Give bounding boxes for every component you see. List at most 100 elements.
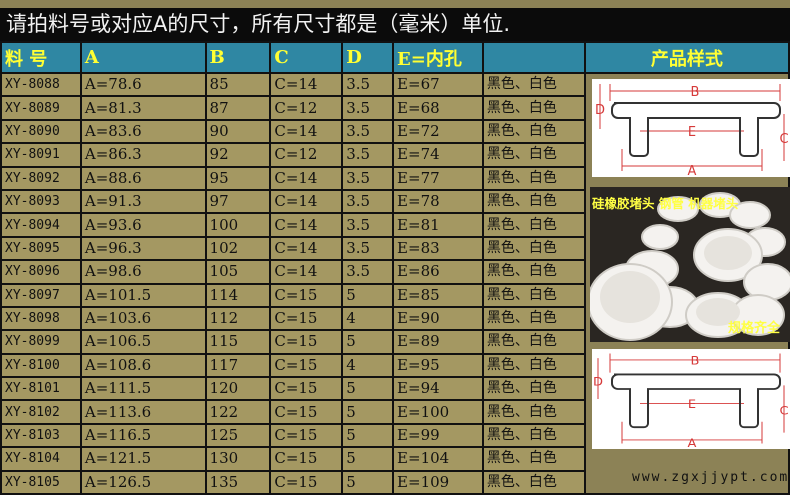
cell-code: XY-8092 (0, 165, 82, 191)
cell-a: A=81.3 (79, 95, 207, 121)
cell-b: 102 (204, 235, 272, 262)
table-row: XY-8101 A=111.5 120 C=15 5 E=94 黑色、白色 (0, 376, 789, 402)
cell-e: E=78 (392, 188, 484, 215)
table-row: XY-8093 A=91.3 97 C=14 3.5 E=78 黑色、白色 (0, 188, 789, 215)
table-row: XY-8095 A=96.3 102 C=14 3.5 E=83 黑色、白色 (0, 235, 789, 262)
cell-b: 90 (204, 118, 272, 145)
cell-c: C=12 (269, 95, 344, 121)
top-strip (0, 0, 790, 8)
cell-code: XY-8103 (0, 422, 82, 449)
cell-d: 3.5 (341, 118, 395, 145)
cell-b: 114 (204, 282, 272, 308)
cell-color: 黑色、白色 (481, 422, 586, 449)
cell-a: A=116.5 (79, 422, 207, 449)
table-row: XY-8105 A=126.5 135 C=15 5 E=109 黑色、白色 (0, 469, 789, 495)
cell-d: 5 (341, 422, 395, 449)
cell-e: E=90 (392, 305, 484, 332)
cell-e: E=100 (392, 399, 484, 425)
cell-c: C=14 (269, 235, 344, 262)
cell-code: XY-8099 (0, 329, 82, 355)
cell-color: 黑色、白色 (481, 118, 586, 145)
cell-d: 3.5 (341, 188, 395, 215)
cell-color: 黑色、白色 (481, 446, 586, 472)
cell-e: E=72 (392, 118, 484, 145)
cell-e: E=89 (392, 329, 484, 355)
cell-code: XY-8096 (0, 259, 82, 285)
cell-c: C=15 (269, 399, 344, 425)
cell-e: E=74 (392, 142, 484, 168)
cell-c: C=14 (269, 212, 344, 238)
label-b: B (691, 85, 700, 100)
cell-c: C=15 (269, 282, 344, 308)
cell-code: XY-8088 (0, 71, 82, 98)
cell-a: A=101.5 (79, 282, 207, 308)
label-a: A (688, 436, 697, 449)
cell-a: A=93.6 (79, 212, 207, 238)
cell-color: 黑色、白色 (481, 352, 586, 379)
cell-b: 85 (204, 71, 272, 98)
table-row: XY-8091 A=86.3 92 C=12 3.5 E=74 黑色、白色 (0, 142, 789, 168)
table-row: XY-8096 A=98.6 105 C=14 3.5 E=86 黑色、白色 (0, 259, 789, 285)
table-row: XY-8089 A=81.3 87 C=12 3.5 E=68 黑色、白色 (0, 95, 789, 121)
cell-d: 3.5 (341, 95, 395, 121)
cell-a: A=121.5 (79, 446, 207, 472)
table-row: XY-8099 A=106.5 115 C=15 5 E=89 黑色、白色 (0, 329, 789, 355)
cell-a: A=96.3 (79, 235, 207, 262)
cell-b: 135 (204, 469, 272, 495)
cell-d: 4 (341, 352, 395, 379)
label-e: E (688, 125, 696, 140)
cell-a: A=111.5 (79, 376, 207, 402)
cell-code: XY-8093 (0, 188, 82, 215)
cell-c: C=15 (269, 329, 344, 355)
cell-color: 黑色、白色 (481, 376, 586, 402)
cell-b: 97 (204, 188, 272, 215)
cell-code: XY-8095 (0, 235, 82, 262)
dimension-diagram-bottom: B E A D C (592, 349, 790, 450)
cell-color: 黑色、白色 (481, 95, 586, 121)
cell-d: 3.5 (341, 165, 395, 191)
cell-a: A=78.6 (79, 71, 207, 98)
header-color (481, 41, 586, 74)
label-c: C (779, 403, 788, 417)
cell-c: C=15 (269, 446, 344, 472)
cell-c: C=14 (269, 71, 344, 98)
label-b: B (691, 353, 700, 367)
watermark: www.zgxjjypt.com (632, 470, 790, 485)
cell-b: 87 (204, 95, 272, 121)
cell-color: 黑色、白色 (481, 469, 586, 495)
photo-caption-top: 硅橡胶堵头 钢管 机器堵头 (592, 196, 739, 211)
cell-code: XY-8102 (0, 399, 82, 425)
cell-b: 120 (204, 376, 272, 402)
cell-d: 5 (341, 329, 395, 355)
cell-e: E=67 (392, 71, 484, 98)
header-e: E=内孔 (392, 41, 484, 74)
product-photo: 硅橡胶堵头 钢管 机器堵头 规格齐全 (590, 187, 790, 342)
label-d: D (595, 103, 605, 118)
table-row: XY-8103 A=116.5 125 C=15 5 E=99 黑色、白色 (0, 422, 789, 449)
cell-d: 5 (341, 376, 395, 402)
cell-code: XY-8091 (0, 142, 82, 168)
cell-e: E=77 (392, 165, 484, 191)
cell-c: C=14 (269, 188, 344, 215)
cell-color: 黑色、白色 (481, 399, 586, 425)
cell-a: A=83.6 (79, 118, 207, 145)
cell-b: 115 (204, 329, 272, 355)
cell-color: 黑色、白色 (481, 165, 586, 191)
cell-a: A=126.5 (79, 469, 207, 495)
cell-e: E=81 (392, 212, 484, 238)
cell-e: E=68 (392, 95, 484, 121)
cell-d: 5 (341, 446, 395, 472)
header-a: A (79, 41, 207, 74)
cell-b: 125 (204, 422, 272, 449)
cell-color: 黑色、白色 (481, 235, 586, 262)
cell-a: A=103.6 (79, 305, 207, 332)
cell-b: 100 (204, 212, 272, 238)
header-b: B (204, 41, 272, 74)
cell-color: 黑色、白色 (481, 305, 586, 332)
cell-color: 黑色、白色 (481, 142, 586, 168)
cell-a: A=106.5 (79, 329, 207, 355)
cell-b: 105 (204, 259, 272, 285)
table-row: XY-8094 A=93.6 100 C=14 3.5 E=81 黑色、白色 (0, 212, 789, 238)
cell-d: 5 (341, 282, 395, 308)
cell-b: 122 (204, 399, 272, 425)
